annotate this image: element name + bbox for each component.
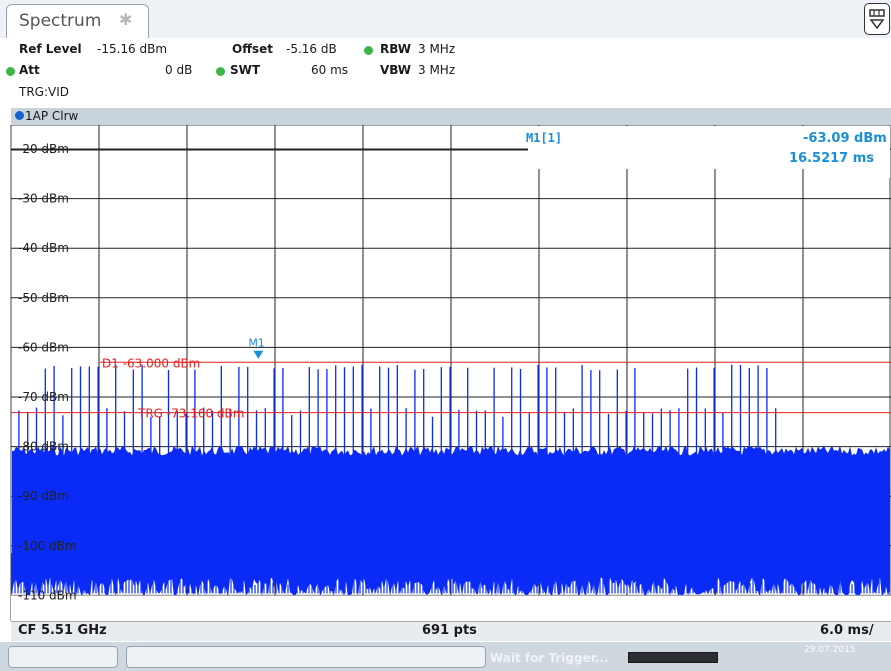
att-value: 0 dB <box>165 63 193 77</box>
plot-grid <box>10 125 891 621</box>
trace-bursts <box>18 364 777 455</box>
trigger-label: TRG:VID <box>19 85 69 99</box>
y-tick-label: -90 dBm <box>18 489 69 503</box>
y-tick-label: -60 dBm <box>18 340 69 354</box>
swt-indicator-icon <box>216 67 225 76</box>
rbw-label: RBW <box>380 42 411 56</box>
vbw-value: 3 MHz <box>418 63 456 77</box>
settings-panel: Ref Level -15.16 dBm Offset -5.16 dB RBW… <box>0 38 891 102</box>
center-frequency: CF 5.51 GHz <box>18 623 107 638</box>
trace-noise-band <box>11 445 891 621</box>
progress-bar <box>628 652 718 663</box>
rbw-indicator-icon <box>364 46 373 55</box>
marker-triangle-icon <box>253 350 264 359</box>
y-tick-label: -110 dBm <box>18 588 77 602</box>
status-field-message[interactable] <box>126 646 486 668</box>
time-per-division: 6.0 ms/ <box>820 623 874 638</box>
rbw-value: 3 MHz <box>418 42 456 56</box>
plot-border <box>10 125 891 621</box>
noise-band-area <box>12 445 890 598</box>
menu-icon[interactable] <box>864 3 890 35</box>
trace-indicator-icon <box>15 111 24 120</box>
y-tick-label: -40 dBm <box>18 241 69 255</box>
trace-label: 1AP Clrw <box>25 109 79 123</box>
status-field-left[interactable] <box>8 646 118 668</box>
plot-footer <box>11 621 891 641</box>
y-tick-label: -50 dBm <box>18 291 69 305</box>
spectrum-plot[interactable]: -20 dBm -30 dBm -40 dBm -50 dBm -60 dBm -70 d… <box>10 125 891 621</box>
marker-info-box <box>528 126 890 178</box>
marker-header: M1[1] <box>526 131 562 145</box>
trace-header <box>11 108 891 125</box>
status-message: Wait for Trigger... <box>490 651 609 665</box>
tab-label: Spectrum <box>19 11 102 31</box>
att-indicator-icon <box>6 67 15 76</box>
tab-spectrum[interactable]: Spectrum ✱ <box>6 4 149 38</box>
y-tick-label: -100 dBm <box>18 539 77 553</box>
ref-level-value: -15.16 dBm <box>97 42 168 56</box>
marker-level: -63.09 dBm <box>803 131 887 146</box>
marker-flag: M1 <box>248 337 265 350</box>
vbw-label: VBW <box>380 63 412 77</box>
star-icon[interactable]: ✱ <box>119 10 133 29</box>
ref-level-label: Ref Level <box>19 42 82 56</box>
y-tick-label: -20 dBm <box>18 142 69 156</box>
trg-label: TRG -73.160 dBm <box>137 407 244 421</box>
y-tick-label: -30 dBm <box>18 192 69 206</box>
swt-label: SWT <box>230 63 261 77</box>
att-label: Att <box>19 63 40 77</box>
d1-label: D1 -63.000 dBm <box>102 356 200 370</box>
status-date: 29.07.2015 <box>804 645 856 655</box>
offset-label: Offset <box>232 42 273 56</box>
y-tick-label: -70 dBm <box>18 390 69 404</box>
marker-time: 16.5217 ms <box>789 151 874 166</box>
y-tick-label: -80 dBm <box>18 440 69 454</box>
tab-bar: Spectrum ✱ <box>0 0 891 38</box>
sweep-points: 691 pts <box>422 623 477 638</box>
swt-value: 60 ms <box>311 63 349 77</box>
trace-bottom-gap <box>11 595 891 621</box>
offset-value: -5.16 dB <box>286 42 337 56</box>
y-axis-ticks: -20 dBm -30 dBm -40 dBm -50 dBm -60 dBm -70 d… <box>18 142 77 602</box>
